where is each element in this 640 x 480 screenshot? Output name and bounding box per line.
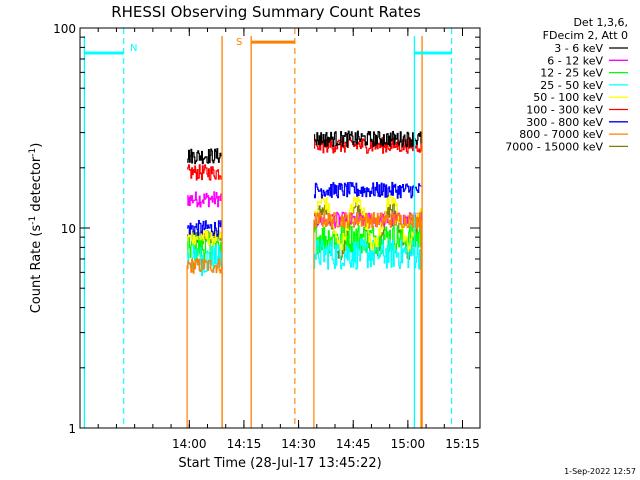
x-axis-label: Start Time (28-Jul-17 13:45:22): [178, 456, 381, 471]
series-line-6-12kev: [187, 191, 223, 208]
y-axis: 1 10 100: [53, 22, 480, 436]
series-line-800-7000kev: [313, 212, 422, 229]
legend-entry-label: 7000 - 15000 keV: [505, 140, 603, 153]
series-line-50-100kev: [187, 229, 223, 246]
legend-header-1: Det 1,3,6,: [573, 16, 628, 29]
x-tick-label: 15:15: [445, 437, 480, 451]
y-axis-label-mid: detector: [29, 156, 44, 216]
y-axis-label-main: Count Rate (s: [29, 225, 44, 314]
series-line-300-800kev: [313, 181, 422, 199]
series-line-3-6kev: [313, 130, 422, 148]
y-tick-label: 10: [61, 222, 76, 236]
y-axis-label-sup: -1: [28, 216, 38, 225]
series-line-50-100kev: [313, 193, 422, 252]
x-tick-label: 14:30: [281, 437, 316, 451]
series-line-25-50kev: [187, 244, 223, 276]
y-axis-label-sup2: -1: [28, 148, 38, 157]
series-line-300-800kev: [187, 220, 223, 237]
x-tick-label: 14:15: [227, 437, 262, 451]
x-tick-label: 15:00: [391, 437, 426, 451]
series-line-25-50kev: [313, 238, 422, 270]
legend-entry-label: 100 - 300 keV: [526, 104, 603, 117]
y-axis-label-end: ): [29, 143, 44, 148]
series-line-100-300kev: [187, 164, 223, 181]
legend-entry-label: 300 - 800 keV: [526, 116, 603, 129]
y-axis-label: Count Rate (s-1 detector-1): [28, 143, 44, 314]
event-label: S: [236, 37, 242, 48]
x-tick-label: 14:45: [336, 437, 371, 451]
series-line-800-7000kev: [187, 258, 223, 274]
legend-entry-label: 3 - 6 keV: [554, 42, 603, 55]
legend-header-2: FDecim 2, Att 0: [543, 29, 628, 42]
event-label: N: [130, 43, 137, 54]
event-markers: NS: [83, 28, 453, 428]
chart-title: RHESSI Observing Summary Count Rates: [111, 3, 421, 21]
legend-entry-label: 25 - 50 keV: [540, 79, 603, 92]
x-tick-label: 14:00: [172, 437, 207, 451]
legend-entry-label: 6 - 12 keV: [547, 54, 603, 67]
y-tick-label: 1: [68, 422, 76, 436]
legend-entry-label: 800 - 7000 keV: [519, 128, 603, 141]
series-line-3-6kev: [187, 148, 223, 165]
y-tick-label: 100: [53, 22, 76, 36]
timestamp: 1-Sep-2022 12:57: [564, 467, 636, 476]
legend-entry-label: 50 - 100 keV: [533, 91, 603, 104]
x-axis: 14:00 14:15 14:30 14:45 15:00 15:15: [97, 28, 480, 451]
legend-entry-label: 12 - 25 keV: [540, 67, 603, 80]
